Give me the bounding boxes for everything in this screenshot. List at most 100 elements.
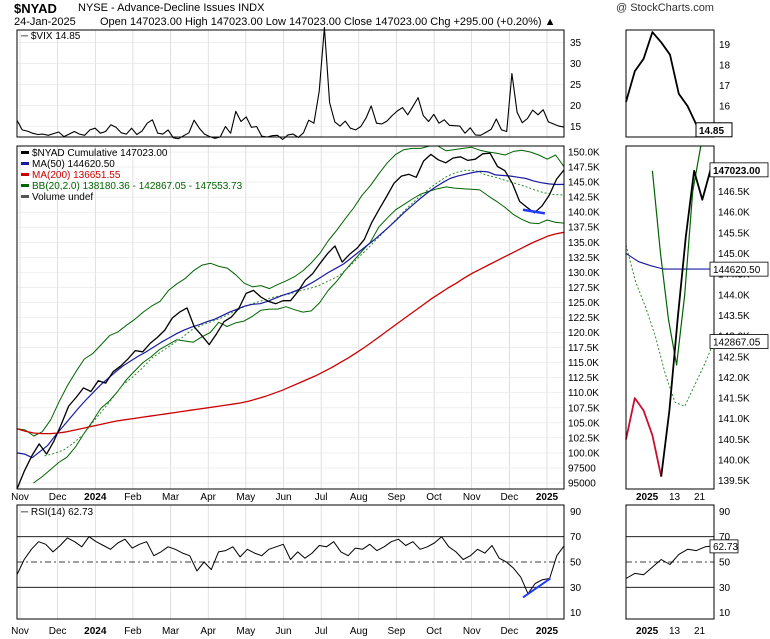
rsi-axis-tick-label: 10 <box>570 608 582 619</box>
zoom-bb-lower-line <box>651 145 702 366</box>
rsi-axis-tick-label: 30 <box>570 583 582 594</box>
zoom-rsi-tick-label: 90 <box>719 507 731 518</box>
price-x-tick-label: Aug <box>350 492 368 503</box>
price-trend-line <box>522 208 546 215</box>
price-axis-tick-label: 120.0K <box>568 328 600 339</box>
zoom-price-axis-tick-label: 140.5K <box>718 435 750 446</box>
price-axis-tick-label: 105.0K <box>568 418 600 429</box>
rsi-x-tick-label: 2024 <box>84 626 107 637</box>
price-axis-tick-label: 117.5K <box>568 343 599 354</box>
zoom-x-tick-label: 2025 <box>636 492 659 503</box>
zoom-vix-value-box <box>695 122 733 138</box>
zoom-rsi-tick-label: 10 <box>719 608 731 619</box>
rsi-axis-tick-label: 90 <box>570 507 582 518</box>
zoom-x-tick-label: 13 <box>669 492 681 503</box>
zoom-price-axis-tick-label: 142.0K <box>718 373 750 384</box>
zoom-price-axis-tick-label: 142.5K <box>718 352 750 363</box>
vix-panel-frame <box>16 29 565 138</box>
rsi-x-tick-label: 2025 <box>536 626 559 637</box>
price-x-tick-label: Feb <box>124 492 142 503</box>
vix-axis-tick-label: 30 <box>570 59 582 70</box>
zoom-rsi-value-label: 62.73 <box>713 542 738 553</box>
zoom-vix-tick-label: 19 <box>719 40 731 51</box>
price-axis-tick-label: 140.0K <box>568 208 600 219</box>
zoom-rsi-x-tick-label: 2025 <box>636 626 659 637</box>
rsi-x-tick-label: Nov <box>11 626 29 637</box>
price-axis-tick-label: 97500 <box>568 463 596 474</box>
rsi-panel-frame <box>16 504 565 620</box>
zoom-rsi-x-tick-label: 13 <box>669 626 681 637</box>
rsi-x-tick-label: May <box>236 626 255 637</box>
rsi-axis-tick-label: 50 <box>570 558 582 569</box>
nyad-line <box>16 152 565 490</box>
bb-mid-line <box>44 169 565 457</box>
ma200-line <box>16 231 565 435</box>
price-panel-frame <box>16 145 565 490</box>
price-x-tick-label: 2024 <box>84 492 107 503</box>
zoom-price-axis-tick-label: 141.5K <box>718 394 750 405</box>
zoom-price-axis-tick-label: 140.0K <box>718 456 750 467</box>
zoom-rsi-value-box <box>709 539 739 554</box>
price-x-tick-label: Apr <box>200 492 216 503</box>
bb-upper-line <box>16 145 565 437</box>
zoom-price-axis-tick-label: 143.5K <box>718 311 750 322</box>
rsi-x-tick-label: Dec <box>49 626 67 637</box>
price-axis-tick-label: 130.0K <box>568 268 600 279</box>
price-x-tick-label: May <box>236 492 255 503</box>
vix-axis-tick-label: 20 <box>570 101 582 112</box>
rsi-x-tick-label: Aug <box>350 626 368 637</box>
vix-axis-tick-label: 25 <box>570 80 582 91</box>
zoom-vix-tick-label: 16 <box>719 102 731 113</box>
price-axis-tick-label: 137.5K <box>568 223 600 234</box>
rsi-axis-tick-label: 70 <box>570 532 582 543</box>
price-axis-tick-label: 107.5K <box>568 403 600 414</box>
zoom-price-axis-tick-label: 145.5K <box>718 228 750 239</box>
rsi-x-tick-label: Mar <box>162 626 180 637</box>
price-axis-tick-label: 100.0K <box>568 448 600 459</box>
price-x-tick-label: Dec <box>49 492 67 503</box>
price-x-tick-label: Nov <box>11 492 29 503</box>
rsi-x-tick-label: Feb <box>124 626 142 637</box>
zoom-price-value-box <box>709 261 769 277</box>
zoom-price-axis-tick-label: 141.0K <box>718 414 750 425</box>
ma50-line <box>16 170 565 459</box>
price-x-tick-label: Mar <box>162 492 180 503</box>
rsi-legend: ─ RSI(14) 62.73 <box>20 507 94 518</box>
price-x-tick-label: 2025 <box>536 492 559 503</box>
price-axis-tick-label: 145.0K <box>568 178 600 189</box>
vix-line <box>16 26 565 141</box>
zoom-vix-frame <box>625 29 715 138</box>
zoom-vix-line <box>625 31 715 131</box>
chart-date: 24-Jan-2025 <box>14 16 76 28</box>
zoom-rsi-line <box>625 545 715 579</box>
rsi-x-tick-label: Jun <box>275 626 291 637</box>
price-legend-entry: $NYAD Cumulative 147023.00 <box>32 148 168 159</box>
zoom-price-axis-tick-label: 139.5K <box>718 476 750 487</box>
zoom-rsi-tick-label: 70 <box>719 532 731 543</box>
zoom-nyad-down-line <box>625 397 663 477</box>
price-axis-tick-label: 142.5K <box>568 193 600 204</box>
zoom-price-axis-tick-label: 146.0K <box>718 208 750 219</box>
bb-lower-line <box>33 186 565 484</box>
price-axis-tick-label: 150.0K <box>568 148 600 159</box>
price-legend-entry: MA(50) 144620.50 <box>32 159 115 170</box>
zoom-rsi-frame <box>625 504 715 620</box>
rsi-x-tick-label: Nov <box>463 626 481 637</box>
price-axis-tick-label: 110.0K <box>568 388 599 399</box>
price-legend-swatch <box>21 151 29 154</box>
price-axis-tick-label: 115.0K <box>568 358 599 369</box>
price-axis-tick-label: 147.5K <box>568 163 600 174</box>
zoom-vix-value-label: 14.85 <box>699 126 724 137</box>
vix-axis-tick-label: 35 <box>570 38 582 49</box>
price-axis-tick-label: 132.5K <box>568 253 600 264</box>
price-x-tick-label: Dec <box>500 492 518 503</box>
price-x-tick-label: Nov <box>463 492 481 503</box>
price-legend-entry: MA(200) 136651.55 <box>32 170 121 181</box>
price-x-tick-label: Jul <box>315 492 328 503</box>
zoom-price-value-box <box>709 334 769 349</box>
zoom-price-value-label: 144620.50 <box>713 265 761 276</box>
zoom-price-axis-tick-label: 145.0K <box>718 249 750 260</box>
zoom-rsi-x-tick-label: 21 <box>694 626 706 637</box>
price-legend-swatch <box>21 195 29 198</box>
